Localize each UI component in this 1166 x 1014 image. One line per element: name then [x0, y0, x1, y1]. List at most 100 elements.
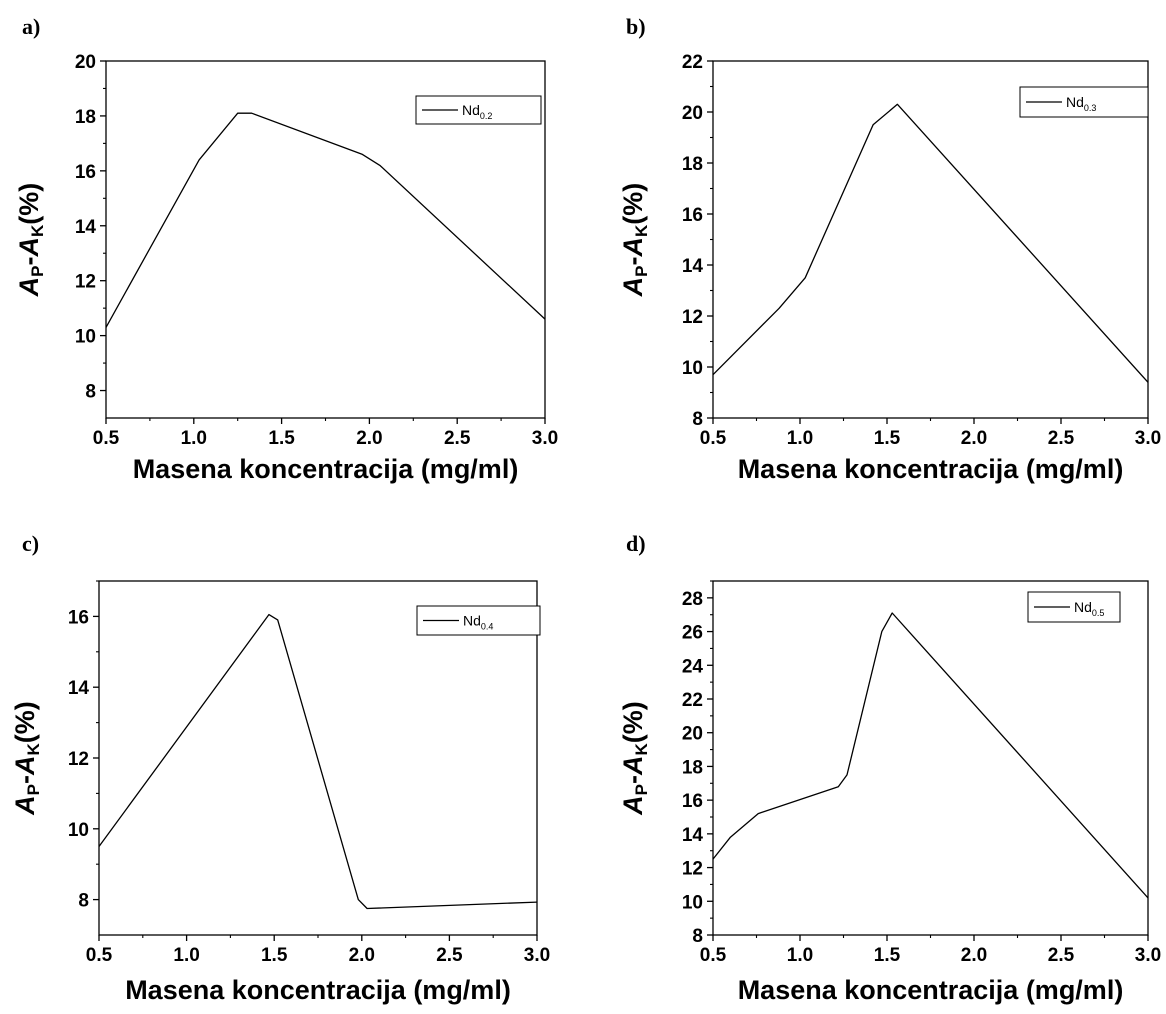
x-tick-label: 2.5 — [444, 428, 471, 449]
legend-label-sub: 0.5 — [1092, 608, 1105, 618]
y-tick-label: 10 — [68, 820, 89, 841]
panel-label: d) — [626, 531, 646, 556]
y-tick-label: 18 — [682, 757, 703, 778]
y-axis-title-main1: A — [618, 795, 648, 816]
x-tick-label: 0.5 — [86, 945, 113, 966]
y-tick-label: 12 — [682, 859, 703, 880]
x-tick-label: 2.5 — [436, 945, 463, 966]
y-axis-title-sub2: K — [28, 224, 47, 237]
y-axis-title: AP-AK(%) — [618, 183, 651, 298]
y-axis-title: AP-AK(%) — [618, 701, 651, 816]
chart-panel-a: a) 0.5 1.0 1.5 2.0 2.5 3.0 8 10 12 14 16 18 20 Masena … — [14, 14, 558, 484]
x-tick-label: 1.0 — [173, 945, 199, 966]
y-tick-label: 10 — [682, 892, 703, 913]
y-axis-title-sub1: P — [24, 784, 43, 795]
x-tick-label: 2.5 — [1048, 945, 1075, 966]
legend-label-sub: 0.3 — [1084, 103, 1097, 113]
y-tick-label: 8 — [692, 409, 703, 430]
x-tick-label: 3.0 — [524, 945, 550, 966]
y-tick-label: 12 — [68, 749, 89, 770]
y-tick-label: 14 — [75, 217, 97, 238]
y-axis-title-unit: (%) — [618, 183, 648, 225]
y-tick-label: 12 — [75, 272, 96, 293]
legend-label: Nd0.3 — [1066, 94, 1096, 113]
x-tick-label: 3.0 — [1135, 945, 1161, 966]
y-tick-label: 22 — [682, 690, 703, 711]
y-axis-title-dash: - — [10, 775, 40, 784]
y-axis-title-dash: - — [618, 775, 648, 784]
legend-label-sub: 0.4 — [481, 622, 494, 632]
y-tick-label: 10 — [682, 358, 703, 379]
legend: Nd0.2 — [415, 95, 542, 125]
legend-label-sub: 0.2 — [480, 111, 493, 121]
y-tick-label: 26 — [682, 623, 703, 644]
y-axis-title-sub1: P — [28, 265, 47, 276]
x-tick-label: 2.0 — [356, 428, 382, 449]
x-tick-label: 1.0 — [787, 428, 813, 449]
legend-label-base: Nd — [1074, 599, 1092, 615]
chart-panel-d: d) 0.5 1.0 1.5 2.0 2.5 3.0 8 10 12 14 16 18 20 22 24 26 2… — [618, 531, 1161, 1005]
y-axis-title-unit: (%) — [10, 701, 40, 743]
x-tick-label: 1.5 — [874, 945, 901, 966]
y-axis-title-sub2: K — [24, 742, 43, 755]
y-axis-title-sub1: P — [632, 784, 651, 795]
y-axis-title-sub1: P — [632, 265, 651, 276]
series-line — [105, 112, 546, 328]
series-line — [98, 613, 538, 910]
y-tick-label: 22 — [682, 52, 703, 73]
x-tick-label: 1.5 — [268, 428, 295, 449]
y-tick-label: 16 — [682, 205, 703, 226]
x-tick-label: 1.5 — [874, 428, 901, 449]
x-axis-title: Masena koncentracija (mg/ml) — [738, 975, 1124, 1005]
y-tick-label: 16 — [682, 791, 703, 812]
y-axis-title-sub2: K — [632, 224, 651, 237]
x-axis-title: Masena koncentracija (mg/ml) — [125, 975, 511, 1005]
x-tick-label: 0.5 — [700, 428, 727, 449]
panel-label: c) — [22, 531, 39, 556]
y-axis-title-sub2: K — [632, 742, 651, 755]
series-line — [712, 103, 1149, 383]
y-tick-label: 20 — [75, 52, 96, 73]
y-tick-label: 18 — [682, 154, 703, 175]
panel-label: a) — [22, 14, 40, 39]
chart-panel-c: c) 0.5 1.0 1.5 2.0 2.5 3.0 8 10 12 14 16 Masena konc… — [10, 531, 550, 1005]
y-tick-label: 14 — [68, 678, 90, 699]
series-line — [712, 612, 1149, 899]
y-axis-title-main1: A — [10, 795, 40, 816]
x-tick-label: 2.5 — [1048, 428, 1075, 449]
y-tick-label: 14 — [682, 825, 704, 846]
y-tick-label: 16 — [75, 162, 96, 183]
legend: Nd0.3 — [1019, 86, 1149, 118]
x-tick-label: 0.5 — [700, 945, 727, 966]
y-tick-label: 24 — [682, 656, 704, 677]
x-tick-label: 2.0 — [961, 945, 987, 966]
chart-panel-b: b) 0.5 1.0 1.5 2.0 2.5 3.0 8 10 12 14 16 18 20 22 Masen… — [618, 14, 1161, 484]
y-tick-label: 8 — [692, 926, 703, 947]
legend: Nd0.4 — [416, 605, 541, 636]
y-axis-title-unit: (%) — [618, 701, 648, 743]
y-tick-label: 12 — [682, 307, 703, 328]
y-tick-label: 14 — [682, 256, 704, 277]
y-axis-title: AP-AK(%) — [14, 183, 47, 298]
y-axis-title-dash: - — [618, 256, 648, 265]
legend-label-base: Nd — [463, 613, 481, 629]
y-axis-title-dash: - — [14, 256, 44, 265]
legend-label: Nd0.4 — [463, 613, 493, 632]
x-tick-label: 1.0 — [181, 428, 207, 449]
y-tick-label: 8 — [85, 382, 96, 403]
y-axis-title-main1: A — [618, 277, 648, 298]
x-tick-label: 3.0 — [1135, 428, 1161, 449]
x-tick-label: 1.0 — [787, 945, 813, 966]
x-axis-title: Masena koncentracija (mg/ml) — [133, 454, 519, 484]
x-tick-label: 2.0 — [961, 428, 987, 449]
y-axis-title-main1: A — [14, 277, 44, 298]
x-axis-title: Masena koncentracija (mg/ml) — [738, 454, 1124, 484]
plot-frame — [712, 580, 1149, 936]
y-tick-label: 28 — [682, 589, 703, 610]
legend-label: Nd0.5 — [1074, 599, 1104, 618]
y-tick-label: 10 — [75, 327, 96, 348]
y-tick-label: 20 — [682, 724, 703, 745]
y-tick-label: 18 — [75, 107, 96, 128]
x-tick-label: 2.0 — [349, 945, 375, 966]
legend-label-base: Nd — [462, 102, 480, 118]
